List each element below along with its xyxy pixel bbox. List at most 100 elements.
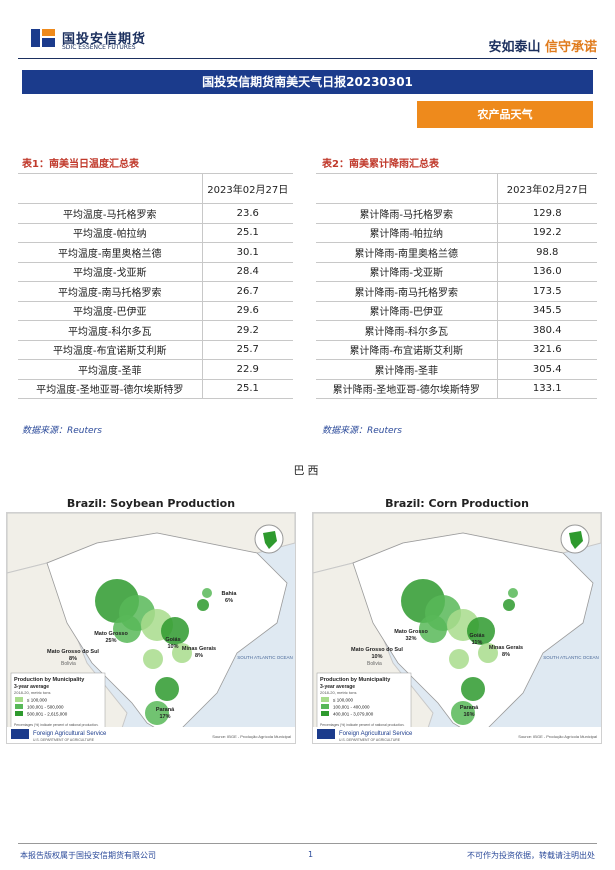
row-label: 累计降雨-帕拉纳 (316, 223, 497, 243)
agency-name: Foreign Agricultural Service (339, 731, 413, 737)
legend-note: Percentages (%) indicate percent of nati… (14, 723, 98, 727)
production-area (145, 701, 169, 725)
production-area (461, 677, 485, 701)
table2-source: 数据来源：Reuters (322, 426, 402, 436)
table-row: 累计降雨-南马托格罗索 173.5 (316, 281, 597, 302)
legend-subtitle: 3-year average (320, 684, 355, 690)
state-pct: 10% (371, 654, 382, 660)
state-pct: 25% (105, 638, 116, 644)
map1-title: Brazil: Soybean Production (66, 497, 236, 510)
state-pct: 6% (225, 598, 233, 604)
state-pct: 10% (167, 644, 178, 650)
legend-swatch (15, 711, 23, 716)
table-header-blank (316, 173, 497, 204)
map-source: Source: IBGE - Produção Agrícola Municip… (518, 734, 597, 739)
production-area (161, 617, 189, 645)
company-logo-icon (31, 29, 55, 47)
table-row: 累计降雨-马托格罗索 129.8 (316, 203, 597, 224)
footer-copyright: 本报告版权属于国投安信期货有限公司 (20, 851, 156, 860)
table-row: 平均温度-南马托格罗索 26.7 (18, 281, 293, 302)
table-row: 平均温度-布宜诺斯艾利斯 25.7 (18, 340, 293, 360)
slogan-part-1: 安如泰山 (488, 40, 541, 55)
table-header-row: 2023年02月27日 (18, 173, 293, 204)
credit-bar (313, 727, 601, 743)
table-row: 平均温度-圣菲 22.9 (18, 359, 293, 380)
country-label: Bolivia (61, 661, 76, 667)
row-value: 129.8 (496, 203, 597, 224)
legend-item: 100,001 - 400,000 (333, 705, 370, 710)
company-name: 国投安信期货 (62, 32, 147, 47)
table-row: 平均温度-圣地亚哥-德尔埃斯特罗 25.1 (18, 379, 293, 399)
map-source: Source: IBGE - Produção Agrícola Municip… (212, 734, 291, 739)
table1-source: 数据来源：Reuters (22, 426, 102, 436)
production-area (503, 599, 515, 611)
row-value: 29.6 (201, 301, 293, 321)
table-row: 累计降雨-南里奥格兰德 98.8 (316, 242, 597, 263)
table-header-blank (18, 173, 202, 204)
production-area (155, 677, 179, 701)
state-pct: 8% (502, 652, 510, 658)
report-title: 国投安信期货南美天气日报20230301 (22, 70, 593, 94)
table-row: 累计降雨-戈亚斯 136.0 (316, 262, 597, 282)
table-row: 累计降雨-巴伊亚 345.5 (316, 301, 597, 321)
row-value: 305.4 (496, 359, 597, 380)
production-area (143, 649, 163, 669)
production-area (478, 643, 498, 663)
page-number: 1 (308, 850, 314, 859)
row-label: 累计降雨-圣菲 (316, 359, 497, 380)
row-value: 173.5 (496, 281, 597, 302)
usda-logo-icon (317, 729, 335, 739)
production-area (419, 615, 447, 643)
table-row: 平均温度-戈亚斯 28.4 (18, 262, 293, 282)
row-value: 30.1 (201, 242, 293, 263)
table2-caption: 表2：南美累计降雨汇总表 (322, 159, 439, 170)
row-label: 平均温度-帕拉纳 (18, 223, 202, 243)
row-label: 平均温度-圣菲 (18, 359, 202, 380)
state-label: Minas Gerais (489, 645, 523, 651)
row-label: 累计降雨-南马托格罗索 (316, 281, 497, 302)
usda-logo-icon (11, 729, 29, 739)
state-pct: 32% (405, 636, 416, 642)
row-label: 平均温度-科尔多瓦 (18, 320, 202, 341)
state-pct: 8% (195, 653, 203, 659)
production-area (197, 599, 209, 611)
agency-sub: U.S. DEPARTMENT OF AGRICULTURE (33, 738, 95, 742)
state-label: Mato Grosso (394, 629, 428, 635)
legend-swatch (321, 697, 329, 702)
corn-map: Mato Grosso 32% Goiás 11% Mato Grosso do Sul… (312, 512, 602, 744)
table-row: 累计降雨-帕拉纳 192.2 (316, 223, 597, 243)
row-label: 平均温度-马托格罗索 (18, 203, 202, 224)
row-value: 26.7 (201, 281, 293, 302)
agency-sub: U.S. DEPARTMENT OF AGRICULTURE (339, 738, 401, 742)
slogan-part-2: 信守承诺 (544, 40, 597, 55)
row-label: 平均温度-南里奥格兰德 (18, 242, 202, 263)
table-row: 平均温度-巴伊亚 29.6 (18, 301, 293, 321)
table-row: 累计降雨-科尔多瓦 380.4 (316, 320, 597, 341)
credit-bar (7, 727, 295, 743)
table-row: 平均温度-帕拉纳 25.1 (18, 223, 293, 243)
soybean-map: Bahia 6% Mato Grosso 25% Goiás 10% Mato Grosso… (6, 512, 296, 744)
table-row: 累计降雨-布宜诺斯艾利斯 321.6 (316, 340, 597, 360)
table-date-header: 2023年02月27日 (496, 173, 597, 204)
row-label: 累计降雨-南里奥格兰德 (316, 242, 497, 263)
legend-unit: 2018-20, metric tons (14, 690, 50, 695)
production-area (467, 617, 495, 645)
row-value: 25.1 (201, 223, 293, 243)
state-label: Goiás (165, 637, 180, 643)
state-label: Mato Grosso do Sul (351, 647, 403, 653)
table-row: 累计降雨-圣菲 305.4 (316, 359, 597, 380)
ocean-label: SOUTH ATLANTIC OCEAN (237, 655, 292, 660)
row-value: 28.4 (201, 262, 293, 282)
inset-brazil-icon (569, 531, 583, 549)
row-label: 平均温度-圣地亚哥-德尔埃斯特罗 (18, 379, 202, 399)
legend-note: Percentages (%) indicate percent of nati… (320, 723, 404, 727)
legend-item: 100,001 - 500,000 (27, 705, 64, 710)
header-divider (18, 58, 597, 59)
section-title: 巴西 (293, 464, 322, 477)
production-area (451, 701, 475, 725)
row-value: 29.2 (201, 320, 293, 341)
row-value: 321.6 (496, 340, 597, 360)
row-value: 23.6 (201, 203, 293, 224)
legend-subtitle: 3-year average (14, 684, 49, 690)
production-area (172, 643, 192, 663)
